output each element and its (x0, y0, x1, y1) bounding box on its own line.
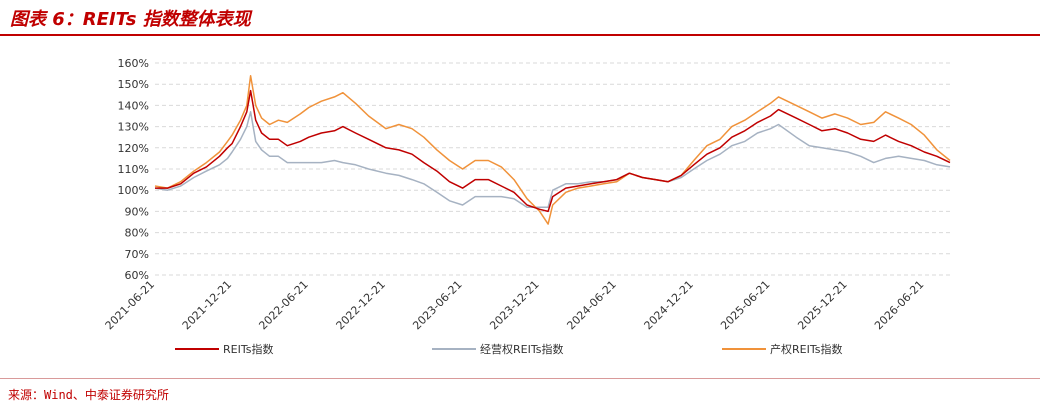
x-tick-label: 2025-12-21 (795, 278, 849, 332)
y-tick-label: 70% (125, 248, 149, 261)
reits-line-chart: 60% 70% 80% 90% 100% 110% 120% 130% 140% 150% 160%… (103, 57, 951, 356)
x-axis-ticks: 2021-06-21 2021-12-21 2022-06-21 2022-12-21… (103, 278, 927, 332)
x-tick-label: 2023-12-21 (487, 278, 541, 332)
x-tick-label: 2024-06-21 (564, 278, 618, 332)
chart-container: 60% 70% 80% 90% 100% 110% 120% 130% 140% 150% 160%… (0, 40, 1040, 380)
series-line (155, 89, 951, 213)
figure-footer: 来源：Wind、中泰证券研究所 (0, 378, 1040, 409)
y-tick-label: 120% (118, 142, 149, 155)
figure-title: 图表 6：REITs 指数整体表现 (10, 9, 251, 30)
y-tick-label: 150% (118, 78, 149, 91)
series-line (154, 111, 951, 208)
legend-label: REITs指数 (223, 342, 273, 356)
figure-header: 图表 6：REITs 指数整体表现 (0, 0, 1040, 36)
series-line (154, 74, 951, 225)
y-tick-label: 110% (118, 163, 149, 176)
source-note: 来源：Wind、中泰证券研究所 (8, 388, 169, 402)
x-tick-label: 2021-06-21 (103, 278, 157, 332)
y-tick-label: 100% (118, 184, 149, 197)
legend: REITs指数 经营权REITs指数 产权REITs指数 (175, 342, 842, 356)
x-tick-label: 2021-12-21 (180, 278, 234, 332)
y-axis-ticks: 60% 70% 80% 90% 100% 110% 120% 130% 140% 150% 160% (118, 57, 149, 282)
y-tick-label: 140% (118, 99, 149, 112)
gridlines (155, 62, 950, 276)
x-tick-label: 2024-12-21 (642, 278, 696, 332)
y-tick-label: 130% (118, 121, 149, 134)
y-tick-label: 60% (125, 269, 149, 282)
legend-label: 产权REITs指数 (770, 342, 842, 356)
x-tick-label: 2022-06-21 (256, 278, 310, 332)
y-tick-label: 80% (125, 227, 149, 240)
y-tick-label: 90% (125, 205, 149, 218)
x-tick-label: 2025-06-21 (718, 278, 772, 332)
x-tick-label: 2023-06-21 (410, 278, 464, 332)
x-tick-label: 2026-06-21 (872, 278, 926, 332)
series-lines (154, 74, 951, 225)
legend-label: 经营权REITs指数 (480, 342, 563, 356)
y-tick-label: 160% (118, 57, 149, 70)
x-tick-label: 2022-12-21 (334, 278, 388, 332)
